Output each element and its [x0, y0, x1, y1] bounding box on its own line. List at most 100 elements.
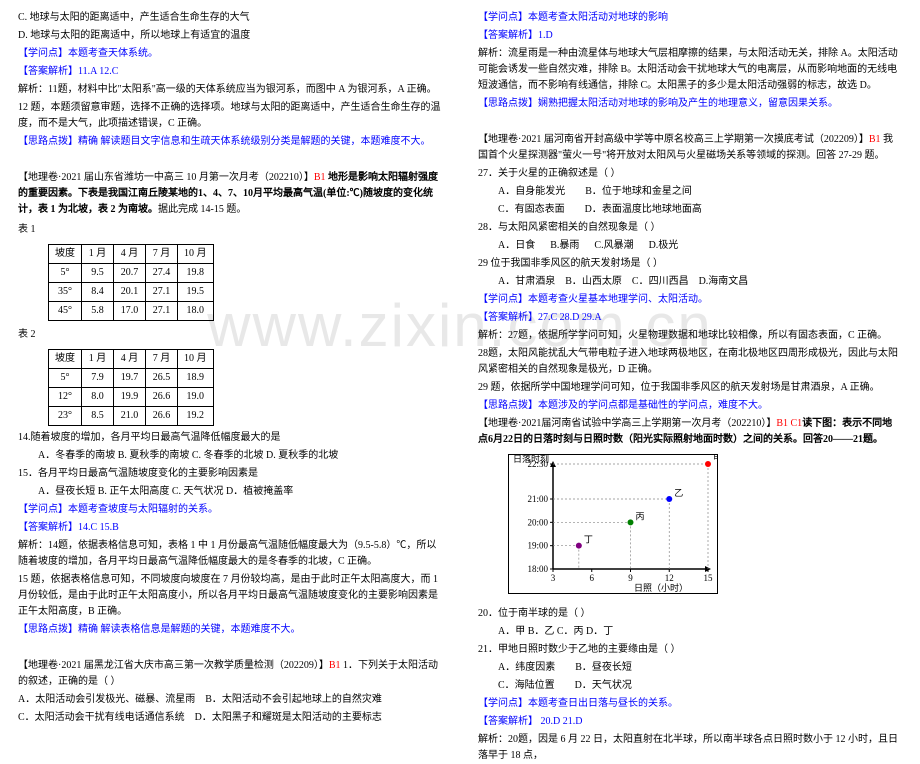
q29-a: A．甘肃酒泉 [498, 276, 555, 287]
q3-d: D．太阳黑子和耀斑是太阳活动的主要标志 [195, 712, 382, 723]
t1-r2c2: 17.0 [114, 302, 146, 321]
t2-r0c3: 26.5 [146, 369, 178, 388]
q21-b: B．昼夜长短 [575, 662, 632, 673]
answer-1: 【答案解析】11.A 12.C [18, 64, 442, 80]
q21-d: D．天气状况 [575, 680, 632, 691]
q27-row2: C．有固态表面 D．表面温度比地球地面高 [478, 202, 902, 218]
q3-row1: A．太阳活动会引发极光、磁暴、流星雨 B．太阳活动不会引起地球上的自然灾难 [18, 692, 442, 708]
t2-r1c3: 26.6 [146, 388, 178, 407]
q29-c: C．四川西昌 [632, 276, 689, 287]
t2-r1c1: 8.0 [82, 388, 114, 407]
q15-opts: A．昼夜长短 B. 正午太阳高度 C. 天气状况 D．植被掩盖率 [18, 484, 442, 500]
q29: 29 位于我国非季风区的航天发射场是（ ） [478, 256, 902, 272]
explain-6: 解析：27题，依据所学学问可知，火星物理数据和地球比较相像，所以有固态表面，C … [478, 328, 902, 344]
t1-r2c3: 27.1 [146, 302, 178, 321]
svg-text:12: 12 [665, 573, 674, 583]
q28: 28．与太阳风紧密相关的自然现象是（ ） [478, 220, 902, 236]
t2-r0c0: 5° [49, 369, 82, 388]
t1-h1: 1 月 [82, 245, 114, 264]
explain-4: 15 题，依据表格信息可知，不同坡度向坡度在 7 月份较均高，是由于此时正午太阳… [18, 572, 442, 620]
knowledge-point-1: 【学问点】本题考查天体系统。 [18, 46, 442, 62]
t1-r0c0: 5° [49, 264, 82, 283]
svg-text:19:00: 19:00 [527, 541, 548, 551]
svg-text:丁: 丁 [584, 535, 593, 545]
q27: 27．关于火星的正确叙述是（ ） [478, 166, 902, 182]
q21-c: C．海陆位置 [498, 680, 555, 691]
tip-2: 【思路点拨】精确 解读表格信息是解题的关键，本题难度不大。 [18, 622, 442, 638]
right-column: 【学问点】本题考查太阳活动对地球的影响 【答案解析】1.D 解析：流星雨是一种由… [460, 0, 920, 651]
t2-r1c0: 12° [49, 388, 82, 407]
q4-source: 【地理卷·2021 届河南省开封高级中学等中原名校高三上学期第一次摸底考试（20… [478, 134, 869, 145]
chart-svg: 369121518:0019:0020:0021:0022:30日落时刻日照（小… [508, 454, 718, 594]
t1-r1c0: 35° [49, 283, 82, 302]
answer-3: 【答案解析】1.D [478, 28, 902, 44]
explain-2: 12 题，本题须留意审题，选择不正确的选择项。地球与太阳的距离适中，产生适合生命… [18, 100, 442, 132]
svg-text:18:00: 18:00 [527, 564, 548, 574]
t1-h4: 10 月 [178, 245, 214, 264]
q28-a: A．日食 [498, 240, 535, 251]
q3-c: C．太阳活动会干扰有线电话通信系统 [18, 712, 185, 723]
t2-r0c4: 18.9 [178, 369, 214, 388]
knowledge-point-2: 【学问点】本题考查坡度与太阳辐射的关系。 [18, 502, 442, 518]
t2-h0: 坡度 [49, 350, 82, 369]
table-1: 坡度 1 月 4 月 7 月 10 月 5° 9.5 20.7 27.4 19.… [48, 244, 214, 321]
tip-3: 【思路点拨】娴熟把握太阳活动对地球的影响及产生的地理意义，留意因果关系。 [478, 96, 902, 112]
q27-a: A．自身能发光 [498, 186, 565, 197]
question-5-header: 【地理卷·2021届河南省试验中学高三上学期第一次月考（202210）】B1 C… [478, 416, 902, 448]
question-4-header: 【地理卷·2021 届河南省开封高级中学等中原名校高三上学期第一次摸底考试（20… [478, 132, 902, 164]
svg-text:15: 15 [704, 573, 714, 583]
knowledge-point-5: 【学问点】本题考查日出日落与昼长的关系。 [478, 696, 902, 712]
t1-r2c1: 5.8 [82, 302, 114, 321]
svg-text:9: 9 [628, 573, 633, 583]
t1-h3: 7 月 [146, 245, 178, 264]
explain-9: 解析：20题，因是 6 月 22 日，太阳直射在北半球，所以南半球各点日照时数小… [478, 732, 902, 764]
t2-h4: 10 月 [178, 350, 214, 369]
q5-tag: B1 C1 [776, 418, 802, 429]
t1-h2: 4 月 [114, 245, 146, 264]
tip-1: 【思路点拨】精确 解读题目文字信息和生疏天体系统级别分类是解题的关键，本题难度不… [18, 134, 442, 150]
t1-h0: 坡度 [49, 245, 82, 264]
page-container: C. 地球与太阳的距离适中，产生适合生命生存的大气 D. 地球与太阳的距离适中，… [0, 0, 920, 651]
t1-r1c1: 8.4 [82, 283, 114, 302]
svg-text:6: 6 [590, 573, 595, 583]
t2-r2c3: 26.6 [146, 407, 178, 426]
explain-8: 29 题，依据所学中国地理学问可知，位于我国非季风区的航天发射场是甘肃酒泉，A … [478, 380, 902, 396]
explain-5: 解析：流星雨是一种由流星体与地球大气层相摩擦的结果，与太阳活动无关，排除 A。太… [478, 46, 902, 94]
q27-row1: A．自身能发光 B．位于地球和金星之间 [478, 184, 902, 200]
q27-b: B．位于地球和金星之间 [585, 186, 692, 197]
t2-r2c2: 21.0 [114, 407, 146, 426]
t2-r0c1: 7.9 [82, 369, 114, 388]
option-c: C. 地球与太阳的距离适中，产生适合生命生存的大气 [18, 10, 442, 26]
question-2-header: 【地理卷·2021 届山东省潍坊一中高三 10 月第一次月考（202210）】B… [18, 170, 442, 218]
q2-tail: 据此完成 14-15 题。 [158, 204, 246, 215]
t2-r1c4: 19.0 [178, 388, 214, 407]
explain-7: 28题，太阳风能扰乱大气带电粒子进入地球两极地区，在南北极地区四周形成极光，因此… [478, 346, 902, 378]
option-d: D. 地球与太阳的距离适中，所以地球上有适宜的温度 [18, 28, 442, 44]
t1-r1c3: 27.1 [146, 283, 178, 302]
t2-r0c2: 19.7 [114, 369, 146, 388]
scatter-chart: 369121518:0019:0020:0021:0022:30日落时刻日照（小… [508, 454, 902, 600]
q28-opts: A．日食 B.暴雨 C.风暴潮 D.极光 [478, 238, 902, 254]
knowledge-point-3: 【学问点】本题考查太阳活动对地球的影响 [478, 10, 902, 26]
svg-text:21:00: 21:00 [527, 494, 548, 504]
t1-r1c2: 20.1 [114, 283, 146, 302]
q21: 21．甲地日照时数少于乙地的主要缘由是（ ） [478, 642, 902, 658]
q4-tag: B1 [869, 134, 881, 145]
q20: 20．位于南半球的是（ ） [478, 606, 902, 622]
q29-opts: A．甘肃酒泉 B．山西太原 C．四川西昌 D.海南文昌 [478, 274, 902, 290]
q28-c: C.风暴潮 [594, 240, 633, 251]
answer-5: 【答案解析】 20.D 21.D [478, 714, 902, 730]
t1-r0c4: 19.8 [178, 264, 214, 283]
svg-text:乙: 乙 [674, 488, 683, 498]
svg-text:日落时刻: 日落时刻 [513, 454, 549, 464]
q27-d: D．表面温度比地球地面高 [585, 204, 702, 215]
q28-b: B.暴雨 [550, 240, 579, 251]
t2-h1: 1 月 [82, 350, 114, 369]
q21-row1: A．纬度因素 B．昼夜长短 [478, 660, 902, 676]
q3-row2: C．太阳活动会干扰有线电话通信系统 D．太阳黑子和耀斑是太阳活动的主要标志 [18, 710, 442, 726]
t1-r1c4: 19.5 [178, 283, 214, 302]
tip-4: 【思路点拨】本题涉及的学问点都是基础性的学问点，难度不大。 [478, 398, 902, 414]
table-2: 坡度 1 月 4 月 7 月 10 月 5° 7.9 19.7 26.5 18.… [48, 349, 214, 426]
t1-r0c2: 20.7 [114, 264, 146, 283]
knowledge-point-4: 【学问点】本题考查火星基本地理学问、太阳活动。 [478, 292, 902, 308]
